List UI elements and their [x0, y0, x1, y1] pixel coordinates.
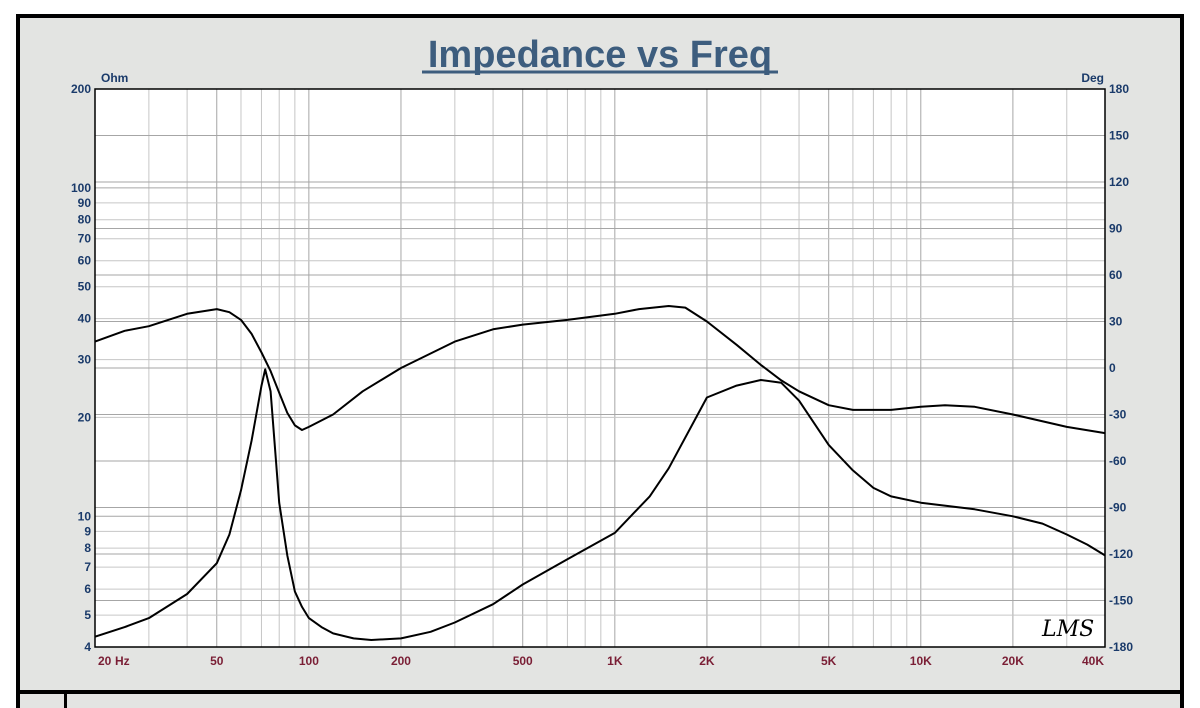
y-left-tick-label: 20: [78, 410, 92, 424]
right-unit-label: Deg: [1081, 71, 1104, 85]
plot-border: [94, 88, 1106, 648]
bottom-cell-divider: [64, 694, 67, 708]
curves: [94, 305, 1106, 641]
lms-signature: LMS: [1041, 617, 1094, 642]
y-left-tick-label: 9: [84, 524, 91, 538]
y-left-tick-label: 5: [84, 608, 91, 622]
y-right-tick-label: -150: [1109, 594, 1133, 608]
y-left-tick-label: 40: [78, 312, 92, 326]
y-right-tick-label: 30: [1109, 315, 1123, 329]
chart-title: Impedance vs Freq: [428, 34, 772, 76]
y-right-tick-label: 60: [1109, 268, 1123, 282]
bottom-bar: [16, 690, 1184, 694]
y-left-tick-label: 6: [84, 582, 91, 596]
y-left-tick-label: 10: [78, 509, 92, 523]
x-tick-label: 40K: [1082, 654, 1104, 668]
y-left-tick-label: 8: [84, 541, 91, 555]
x-tick-label: 50: [210, 654, 224, 668]
impedance-curve: [94, 368, 1106, 641]
y-right-tick-label: -90: [1109, 501, 1127, 515]
y-right-tick-label: -30: [1109, 408, 1127, 422]
x-tick-label: 2K: [699, 654, 715, 668]
x-tick-label: 100: [299, 654, 319, 668]
x-tick-label: 1K: [607, 654, 623, 668]
y-right-tick-label: -180: [1109, 640, 1133, 654]
x-tick-label: 500: [513, 654, 533, 668]
y-right-tick-label: 0: [1109, 361, 1116, 375]
x-unit-label: Hz: [115, 654, 130, 668]
y-left-tick-label: 30: [78, 353, 92, 367]
y-left-tick-label: 7: [84, 560, 91, 574]
y-left-tick-label: 50: [78, 280, 92, 294]
y-left-tick-label: 90: [78, 196, 92, 210]
y-right-tick-label: 150: [1109, 129, 1129, 143]
x-tick-label: 5K: [821, 654, 837, 668]
y-left-tick-label: 70: [78, 232, 92, 246]
y-right-tick-label: -120: [1109, 547, 1133, 561]
x-tick-label: 10K: [910, 654, 932, 668]
y-right-tick-label: 90: [1109, 222, 1123, 236]
y-right-tick-label: 120: [1109, 175, 1129, 189]
y-right-tick-labels: 180 150 120 90 60 30 0 -30 -60 -90 -120 -150 -180: [1109, 82, 1133, 654]
x-tick-label: 20: [98, 654, 112, 668]
left-unit-label: Ohm: [101, 71, 128, 85]
phase-curve: [94, 305, 1106, 435]
x-tick-labels: 20 50 100 200 500 1K 2K 5K 10K 20K 40K: [98, 654, 1104, 668]
y-left-tick-label: 100: [71, 181, 91, 195]
y-left-tick-label: 80: [78, 213, 92, 227]
x-tick-label: 20K: [1002, 654, 1024, 668]
y-right-tick-label: -60: [1109, 454, 1127, 468]
y-right-tick-label: 180: [1109, 82, 1129, 96]
y-left-tick-label: 200: [71, 82, 91, 96]
y-left-tick-label: 4: [84, 640, 91, 654]
x-tick-label: 200: [391, 654, 411, 668]
y-left-tick-label: 60: [78, 254, 92, 268]
